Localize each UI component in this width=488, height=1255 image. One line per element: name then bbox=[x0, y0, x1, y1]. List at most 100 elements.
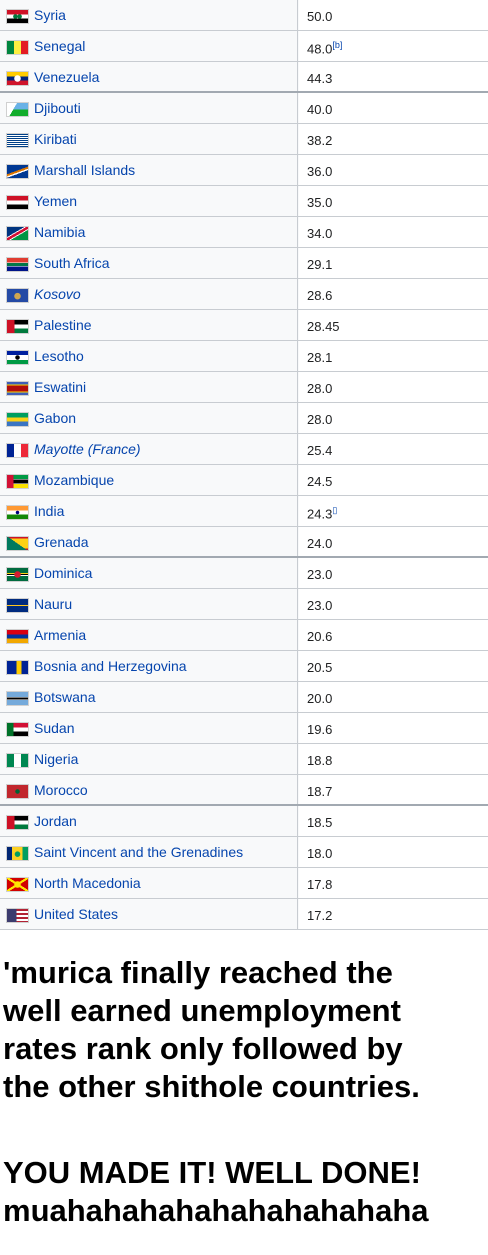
country-cell: Sudan bbox=[0, 713, 298, 743]
rate-value: 24.3 bbox=[307, 506, 333, 522]
unemployment-rate: 24.0 bbox=[307, 536, 332, 551]
country-cell: Saint Vincent and the Grenadines bbox=[0, 837, 298, 867]
country-link[interactable]: Venezuela bbox=[34, 69, 100, 85]
table-row: Eswatini 28.0 bbox=[0, 372, 488, 403]
table-row: Armenia 20.6 bbox=[0, 620, 488, 651]
rate-cell: 50.0 bbox=[299, 0, 488, 30]
rate-cell: 23.0 bbox=[299, 589, 488, 619]
table-row: Kiribati 38.2 bbox=[0, 124, 488, 155]
namibia-flag-icon bbox=[6, 226, 29, 241]
country-cell: Nigeria bbox=[0, 744, 298, 774]
country-cell: Morocco bbox=[0, 775, 298, 804]
country-link[interactable]: Mozambique bbox=[34, 472, 115, 488]
country-link[interactable]: Senegal bbox=[34, 38, 86, 54]
country-cell: United States bbox=[0, 899, 298, 929]
unemployment-rate: 28.6 bbox=[307, 288, 332, 303]
country-link[interactable]: Eswatini bbox=[34, 379, 87, 395]
country-cell: Venezuela bbox=[0, 62, 298, 91]
country-link[interactable]: Mayotte (France) bbox=[34, 441, 141, 457]
country-link[interactable]: Syria bbox=[34, 7, 66, 23]
unemployment-table: Syria 50.0 Senegal 48.0[b] Venezuela 44.3 Djib… bbox=[0, 0, 488, 930]
rate-value: 18.0 bbox=[307, 846, 333, 861]
country-link[interactable]: Palestine bbox=[34, 317, 92, 333]
country-cell: Yemen bbox=[0, 186, 298, 216]
rate-value: 28.0 bbox=[307, 412, 333, 427]
country-cell: Grenada bbox=[0, 527, 298, 556]
unemployment-rate: 23.0 bbox=[307, 567, 332, 582]
rate-cell: 25.4 bbox=[299, 434, 488, 464]
table-row: Gabon 28.0 bbox=[0, 403, 488, 434]
rate-cell: 24.3▯ bbox=[299, 496, 488, 526]
country-cell: Senegal bbox=[0, 31, 298, 61]
country-link[interactable]: Dominica bbox=[34, 565, 93, 581]
unemployment-rate: 24.5 bbox=[307, 474, 332, 489]
table-row: United States 17.2 bbox=[0, 899, 488, 930]
unemployment-rate: 25.4 bbox=[307, 443, 332, 458]
table-row: Saint Vincent and the Grenadines 18.0 bbox=[0, 837, 488, 868]
palestine-flag-icon bbox=[6, 319, 29, 334]
unemployment-rate: 28.1 bbox=[307, 350, 332, 365]
country-link[interactable]: Nauru bbox=[34, 596, 73, 612]
country-link[interactable]: Kiribati bbox=[34, 131, 77, 147]
country-link[interactable]: South Africa bbox=[34, 255, 110, 271]
rate-cell: 28.45 bbox=[299, 310, 488, 340]
rate-cell: 38.2 bbox=[299, 124, 488, 154]
country-link[interactable]: Namibia bbox=[34, 224, 86, 240]
country-link[interactable]: Bosnia and Herzegovina bbox=[34, 658, 187, 674]
country-link[interactable]: Marshall Islands bbox=[34, 162, 136, 178]
rate-cell: 18.8 bbox=[299, 744, 488, 774]
rate-cell: 20.0 bbox=[299, 682, 488, 712]
footnote-link[interactable]: ▯ bbox=[332, 505, 338, 515]
rate-value: 48.0 bbox=[307, 41, 333, 57]
country-link[interactable]: Jordan bbox=[34, 813, 77, 829]
rate-value: 18.8 bbox=[307, 753, 333, 768]
footnote-link[interactable]: [b] bbox=[332, 40, 343, 50]
table-row: Morocco 18.7 bbox=[0, 775, 488, 806]
country-link[interactable]: Sudan bbox=[34, 720, 75, 736]
rate-value: 19.6 bbox=[307, 722, 333, 737]
table-row: Grenada 24.0 bbox=[0, 527, 488, 558]
table-row: Botswana 20.0 bbox=[0, 682, 488, 713]
country-link[interactable]: Saint Vincent and the Grenadines bbox=[34, 844, 244, 860]
nigeria-flag-icon bbox=[6, 753, 29, 768]
rate-value: 36.0 bbox=[307, 164, 333, 179]
rate-cell: 17.8 bbox=[299, 868, 488, 898]
country-link[interactable]: Gabon bbox=[34, 410, 77, 426]
rate-value: 20.5 bbox=[307, 660, 333, 675]
country-cell: Lesotho bbox=[0, 341, 298, 371]
country-cell: Botswana bbox=[0, 682, 298, 712]
rate-cell: 17.2 bbox=[299, 899, 488, 929]
mozambique-flag-icon bbox=[6, 474, 29, 489]
unemployment-rate: 24.3▯ bbox=[307, 505, 337, 521]
eswatini-flag-icon bbox=[6, 381, 29, 396]
country-link[interactable]: United States bbox=[34, 906, 119, 922]
country-link[interactable]: North Macedonia bbox=[34, 875, 141, 891]
rate-value: 18.5 bbox=[307, 815, 333, 830]
caption-line: rates rank only followed by bbox=[3, 1031, 403, 1066]
country-link[interactable]: Botswana bbox=[34, 689, 96, 705]
country-link[interactable]: Djibouti bbox=[34, 100, 81, 116]
country-link[interactable]: Kosovo bbox=[34, 286, 81, 302]
country-link[interactable]: Yemen bbox=[34, 193, 78, 209]
rate-value: 17.2 bbox=[307, 908, 333, 923]
table-row: Syria 50.0 bbox=[0, 0, 488, 31]
country-link[interactable]: Armenia bbox=[34, 627, 87, 643]
table-row: Jordan 18.5 bbox=[0, 806, 488, 837]
country-link[interactable]: India bbox=[34, 503, 65, 519]
rate-cell: 24.0 bbox=[299, 527, 488, 556]
rate-cell: 48.0[b] bbox=[299, 31, 488, 61]
rate-cell: 36.0 bbox=[299, 155, 488, 185]
country-link[interactable]: Morocco bbox=[34, 782, 88, 798]
djibouti-flag-icon bbox=[6, 102, 29, 117]
country-link[interactable]: Nigeria bbox=[34, 751, 79, 767]
unemployment-rate: 28.0 bbox=[307, 381, 332, 396]
rate-cell: 28.6 bbox=[299, 279, 488, 309]
country-cell: North Macedonia bbox=[0, 868, 298, 898]
country-link[interactable]: Grenada bbox=[34, 534, 89, 550]
rate-value: 28.0 bbox=[307, 381, 333, 396]
country-link[interactable]: Lesotho bbox=[34, 348, 84, 364]
table-row: Nauru 23.0 bbox=[0, 589, 488, 620]
table-row: Marshall Islands 36.0 bbox=[0, 155, 488, 186]
kiribati-flag-icon bbox=[6, 133, 29, 148]
table-row: Namibia 34.0 bbox=[0, 217, 488, 248]
